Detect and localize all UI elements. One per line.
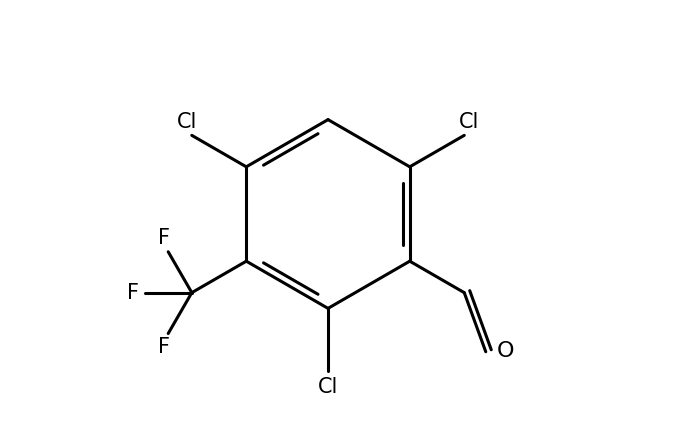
Text: O: O xyxy=(497,341,514,361)
Text: F: F xyxy=(158,337,170,357)
Text: Cl: Cl xyxy=(459,112,479,132)
Text: Cl: Cl xyxy=(177,112,197,132)
Text: F: F xyxy=(158,228,170,248)
Text: F: F xyxy=(127,282,139,303)
Text: Cl: Cl xyxy=(318,377,338,397)
